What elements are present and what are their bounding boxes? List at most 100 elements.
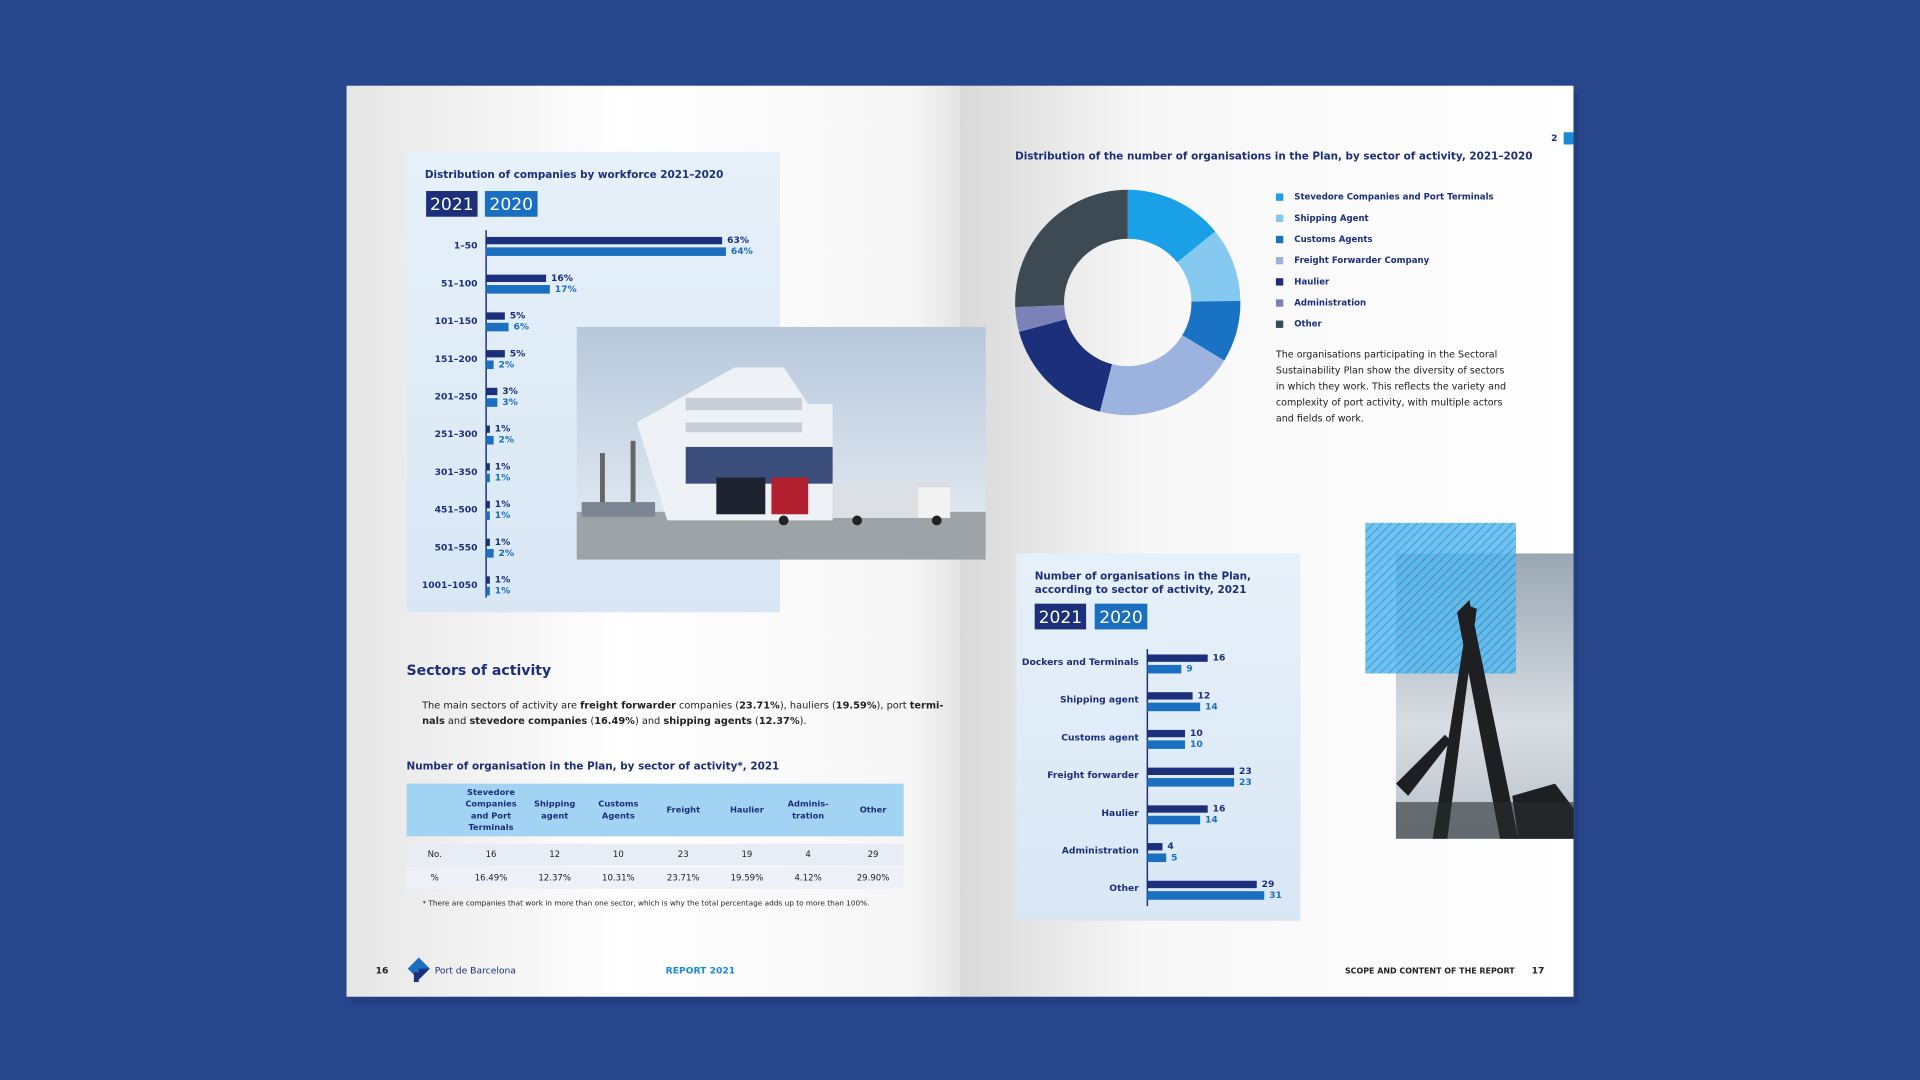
legend-swatch <box>1094 603 1148 630</box>
category-label: Dockers and Terminals <box>1022 657 1139 668</box>
table-cell: 12.37% <box>538 873 571 883</box>
bar <box>1147 843 1163 851</box>
bar <box>486 360 494 370</box>
legend-swatch <box>1275 278 1284 286</box>
legend-swatch <box>1275 193 1284 201</box>
bar <box>486 511 490 520</box>
legend-swatch <box>1034 603 1087 630</box>
table-title: Number of organisation in the Plan, by s… <box>407 761 780 773</box>
legend-swatch <box>1275 214 1284 222</box>
bar <box>1147 891 1265 900</box>
legend-label: 2020 <box>1099 608 1143 628</box>
category-label: 51–100 <box>441 278 478 289</box>
data-label: 12 <box>1198 690 1211 701</box>
data-label: 23 <box>1239 766 1252 777</box>
slice <box>1127 189 1216 263</box>
table-header: Adminis- <box>788 799 829 809</box>
table-header: Freight <box>666 804 700 814</box>
legend-swatch <box>1275 320 1284 328</box>
bar <box>486 576 490 584</box>
data-label: 1% <box>495 575 511 586</box>
brand: Port de Barcelona <box>435 966 516 977</box>
page-number: 17 <box>1532 966 1545 977</box>
paragraph-line: nals and stevedore companies (16.49%) an… <box>407 716 816 727</box>
bar <box>1147 702 1201 712</box>
legend-swatch <box>1275 299 1284 307</box>
chart-title: Number of organisations in the Plan, <box>1035 571 1251 583</box>
table-header: agent <box>541 810 568 820</box>
text-run: ), hauliers ( <box>780 700 836 711</box>
text-run: shipping agents <box>663 716 752 727</box>
data-label: 64% <box>731 246 753 257</box>
bar <box>486 274 547 282</box>
footnote: * There are companies that work in more … <box>422 899 869 908</box>
table-cell: 29 <box>868 850 879 860</box>
table-header-bg <box>406 783 904 837</box>
data-label: 2% <box>499 435 515 446</box>
data-label: 23 <box>1239 777 1252 788</box>
paragraph-line: and fields of work. <box>1276 413 1364 424</box>
data-label: 16 <box>1213 804 1226 815</box>
bar <box>486 387 498 396</box>
table-header: Other <box>860 804 888 814</box>
ship-photo <box>576 326 986 560</box>
text-run: 12.37% <box>759 716 800 727</box>
data-label: 10 <box>1190 728 1203 739</box>
legend-label: 2020 <box>489 195 533 215</box>
bar <box>486 247 726 256</box>
bar <box>486 473 490 483</box>
table-cell: 10 <box>613 850 624 860</box>
table-header: Haulier <box>730 804 765 814</box>
data-label: 14 <box>1205 701 1218 712</box>
slice <box>1015 305 1067 332</box>
data-label: 4 <box>1167 841 1173 852</box>
data-label: 5% <box>510 348 526 359</box>
data-label: 2% <box>499 548 515 559</box>
data-label: 31 <box>1269 890 1282 901</box>
bar <box>486 435 494 445</box>
bar <box>486 398 498 407</box>
slice <box>1182 300 1241 361</box>
text-run: nals <box>422 716 445 727</box>
category-label: 451–500 <box>435 505 478 516</box>
text-run: stevedore companies <box>469 716 587 727</box>
text-run: ). <box>800 716 807 727</box>
bar <box>486 463 490 471</box>
category-label: 1001–1050 <box>422 580 478 591</box>
category-label: Freight forwarder <box>1047 770 1139 781</box>
table-header: Shipping <box>534 799 575 809</box>
paragraph-line: The organisations participating in the S… <box>1275 350 1497 361</box>
text-run: The main sectors of activity are <box>421 700 580 711</box>
text-run: ) and <box>635 716 663 727</box>
text-run: ( <box>752 716 759 727</box>
chart-title: Distribution of companies by workforce 2… <box>425 169 723 181</box>
table-header: and Port <box>471 810 511 820</box>
logo <box>407 957 430 983</box>
data-label: 1% <box>495 461 511 472</box>
bar <box>486 350 505 358</box>
data-label: 1% <box>495 499 511 510</box>
category-label: 201–250 <box>435 391 478 402</box>
category-label: 501–550 <box>435 542 478 553</box>
chapter-number: 2 <box>1551 133 1557 144</box>
chapter-tab <box>1563 132 1574 145</box>
bar <box>486 586 490 596</box>
data-label: 9 <box>1186 664 1192 675</box>
text-run: and <box>445 716 470 727</box>
bar <box>486 322 509 332</box>
table-cell: 29.90% <box>857 873 890 883</box>
bar <box>1147 880 1257 889</box>
slice <box>1099 335 1225 416</box>
table-cell: % <box>431 873 439 883</box>
text-run: ), port <box>877 700 910 711</box>
text-run: companies ( <box>676 700 739 711</box>
legend-swatch <box>426 191 478 217</box>
category-label: Administration <box>1062 846 1139 857</box>
table-cell: 4.12% <box>795 873 822 883</box>
table-header: Terminals <box>468 822 513 832</box>
bar <box>1147 729 1186 738</box>
table-header: Customs <box>598 799 638 809</box>
bar <box>486 538 490 546</box>
table-header: Companies <box>465 799 516 809</box>
